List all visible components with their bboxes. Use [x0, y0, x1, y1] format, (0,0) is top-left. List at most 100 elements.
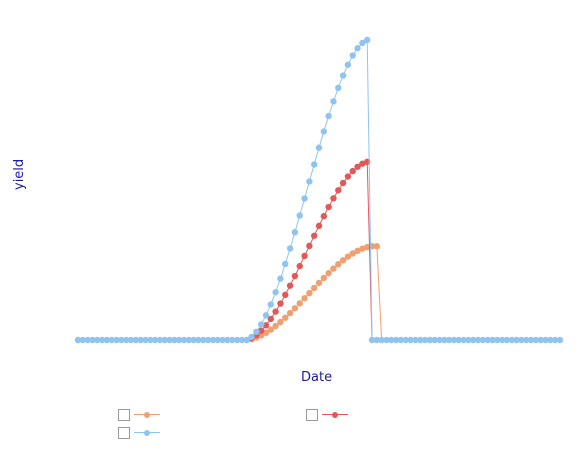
data-point — [272, 322, 279, 330]
data-point — [282, 260, 289, 268]
legend-item-series-3[interactable] — [118, 427, 164, 439]
data-point — [518, 336, 525, 344]
data-point — [320, 128, 328, 135]
data-point — [373, 243, 381, 250]
data-point — [330, 98, 337, 105]
data-point — [286, 282, 294, 289]
data-point — [204, 336, 212, 344]
data-point — [306, 289, 313, 297]
data-point — [542, 336, 549, 344]
data-point — [282, 291, 289, 299]
data-point — [277, 318, 284, 326]
data-point — [310, 232, 318, 239]
data-point — [161, 336, 168, 344]
legend-swatch-icon — [322, 410, 348, 420]
data-point — [320, 213, 328, 220]
legend-checkbox[interactable] — [118, 409, 130, 421]
data-point — [291, 229, 299, 236]
series-line — [78, 161, 560, 341]
data-point — [325, 203, 332, 211]
data-point — [98, 336, 106, 344]
data-point — [383, 336, 390, 344]
data-point — [349, 52, 356, 59]
legend-swatch-icon — [134, 428, 160, 438]
data-point — [551, 336, 559, 344]
legend-checkbox[interactable] — [118, 427, 130, 439]
legend-checkbox[interactable] — [306, 409, 318, 421]
data-point — [484, 336, 491, 344]
series-line — [78, 39, 560, 341]
data-point — [368, 336, 376, 344]
data-point — [417, 336, 424, 344]
data-point — [180, 336, 188, 344]
data-point — [359, 160, 366, 167]
data-point — [190, 336, 197, 344]
data-point — [359, 245, 366, 252]
data-point — [229, 336, 236, 344]
data-point — [315, 279, 323, 287]
data-point — [335, 261, 342, 268]
data-point — [243, 336, 250, 344]
data-point — [455, 336, 462, 344]
data-point — [238, 336, 246, 344]
data-point — [296, 300, 303, 307]
data-point — [132, 336, 140, 344]
data-point — [523, 336, 530, 344]
data-point — [108, 336, 115, 344]
data-point — [330, 195, 337, 202]
data-point — [503, 336, 511, 344]
data-point — [142, 336, 149, 344]
data-point — [344, 173, 352, 180]
data-point — [306, 178, 313, 185]
data-point — [127, 336, 135, 344]
data-point — [291, 272, 299, 280]
data-point — [508, 336, 515, 344]
data-point — [267, 315, 274, 323]
data-point — [325, 112, 332, 120]
data-point — [262, 329, 270, 336]
data-point — [267, 326, 274, 333]
data-point — [286, 309, 294, 317]
data-point — [272, 308, 279, 315]
data-point — [89, 336, 96, 344]
data-point — [296, 262, 303, 270]
data-point — [465, 336, 472, 344]
data-point — [301, 195, 308, 202]
data-point — [547, 336, 554, 344]
series-line — [78, 245, 560, 341]
data-point — [74, 336, 82, 344]
data-point — [151, 336, 159, 344]
data-point — [257, 321, 265, 328]
data-point — [118, 336, 125, 344]
legend-item-series-2[interactable] — [306, 409, 352, 421]
data-point — [364, 36, 371, 44]
data-point — [556, 336, 564, 344]
data-point — [113, 336, 120, 344]
data-point — [431, 336, 438, 344]
legend-item-series-1[interactable] — [118, 409, 164, 421]
data-point — [257, 327, 265, 334]
data-point — [474, 336, 482, 344]
data-point — [325, 269, 332, 277]
data-point — [378, 336, 385, 344]
data-point — [498, 336, 506, 344]
data-point — [339, 72, 347, 79]
data-point — [489, 336, 496, 344]
data-point — [441, 336, 448, 344]
data-point — [344, 61, 352, 68]
data-point — [392, 336, 400, 344]
data-point — [315, 144, 323, 151]
data-point — [296, 212, 303, 219]
data-point — [513, 336, 520, 344]
data-point — [282, 314, 289, 321]
data-point — [248, 333, 255, 341]
data-point — [479, 336, 487, 344]
data-point — [402, 336, 409, 344]
data-point — [185, 336, 193, 344]
data-point — [335, 187, 342, 194]
data-point — [445, 336, 453, 344]
data-point — [277, 300, 284, 307]
data-point — [214, 336, 221, 344]
x-axis-label: Date — [301, 370, 333, 385]
data-point — [253, 328, 260, 335]
